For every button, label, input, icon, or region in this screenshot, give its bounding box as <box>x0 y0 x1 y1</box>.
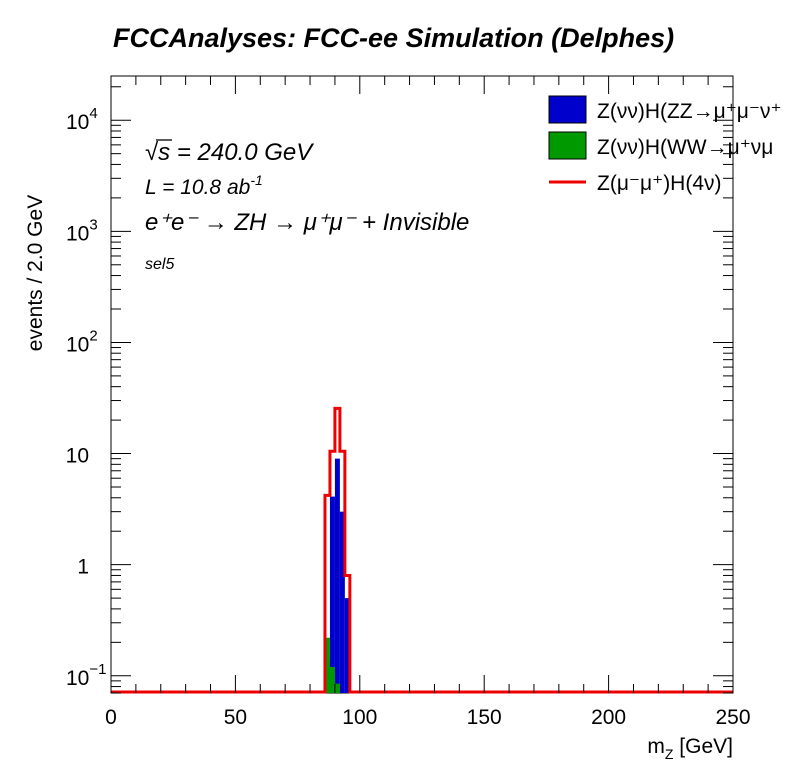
series-layer <box>111 406 733 694</box>
x-tick-label: 200 <box>591 706 626 729</box>
series-0-bin-3 <box>339 511 345 693</box>
sqrt-s-annotation: √s = 240.0 GeV <box>145 139 314 166</box>
chart-title: FCCAnalyses: FCC-ee Simulation (Delphes) <box>113 23 674 53</box>
x-tick-label: 250 <box>715 706 750 729</box>
x-tick-label: 50 <box>224 706 247 729</box>
y-tick-label: 104 <box>66 105 98 134</box>
process-annotation: e⁺e⁻ → ZH → μ⁺μ⁻ + Invisible <box>145 209 469 236</box>
series-1 <box>324 637 340 693</box>
y-axis-ticks: 10−1 1 10 102 103 104 <box>66 86 733 694</box>
y-tick-label: 1 <box>77 556 89 579</box>
legend-label-2: Z(μ⁻μ⁺)H(4ν) <box>597 172 722 195</box>
legend-swatch-0 <box>548 95 587 124</box>
series-0-bin-1 <box>329 496 335 693</box>
series-0-bin-2 <box>334 458 340 693</box>
legend: Z(νν)H(ZZ→μ⁺μ⁻ν⁺ Z(νν)H(WW→μ⁺νμ Z(μ⁻μ⁺)H(4… <box>548 95 782 195</box>
x-tick-label: 150 <box>467 706 502 729</box>
series-1-bin-2 <box>334 683 340 693</box>
series-2 <box>111 406 733 694</box>
series-1-bin-1 <box>329 666 335 693</box>
y-tick-label: 10−1 <box>66 661 106 690</box>
legend-label-1: Z(νν)H(WW→μ⁺νμ <box>597 136 773 159</box>
legend-label-0: Z(νν)H(ZZ→μ⁺μ⁻ν⁺ <box>597 100 782 123</box>
series-2-line <box>111 406 733 694</box>
y-axis-label: events / 2.0 GeV <box>24 195 47 351</box>
x-axis-ticks: 0 50 100 150 200 250 <box>105 76 751 729</box>
x-tick-label: 0 <box>105 706 117 729</box>
plot-frame <box>110 75 734 694</box>
luminosity-annotation: L = 10.8 ab-1 <box>145 172 263 199</box>
y-tick-label: 10 <box>66 445 89 468</box>
y-tick-label: 103 <box>66 216 98 245</box>
selection-annotation: sel5 <box>145 256 174 273</box>
x-axis-label: mZ [GeV] <box>647 735 733 762</box>
x-tick-label: 100 <box>342 706 377 729</box>
y-tick-label: 102 <box>66 327 98 356</box>
series-1-bin-0 <box>324 637 330 693</box>
legend-swatch-1 <box>548 131 587 160</box>
series-0-bin-4 <box>344 598 350 693</box>
